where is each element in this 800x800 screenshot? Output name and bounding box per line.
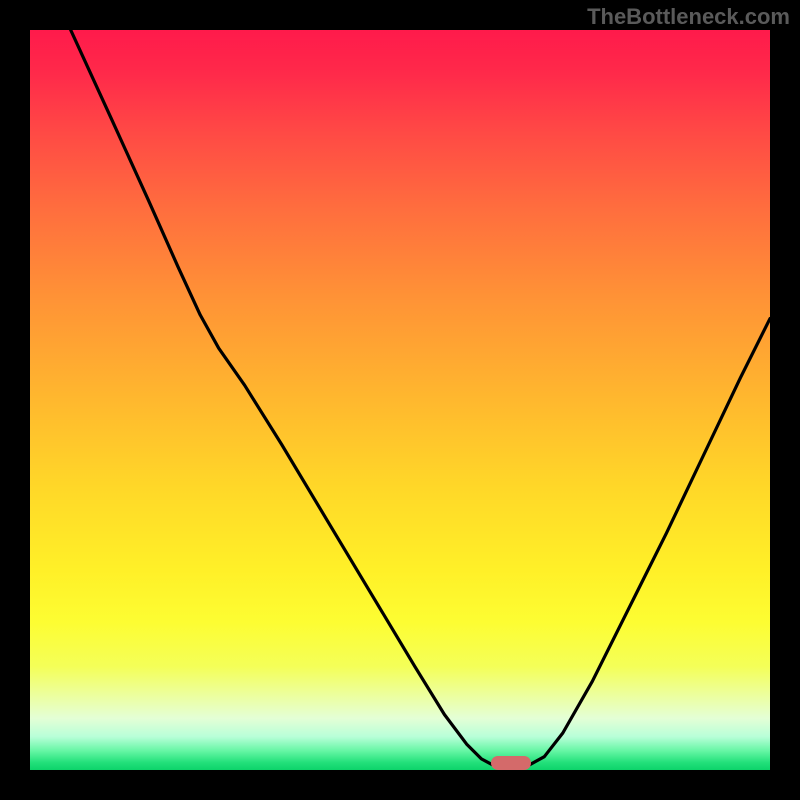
watermark-text: TheBottleneck.com [587,4,790,30]
bottleneck-curve [30,30,770,770]
chart-container: TheBottleneck.com [0,0,800,800]
curve-path [71,30,770,765]
optimal-marker [491,756,531,770]
plot-area [30,30,770,770]
